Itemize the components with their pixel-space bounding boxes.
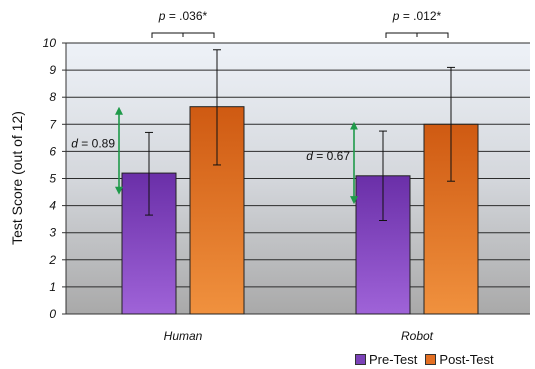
y-tick-label: 3 bbox=[49, 226, 56, 240]
category-label: Human bbox=[164, 329, 203, 343]
effect-size-label: d = 0.89 bbox=[71, 137, 115, 151]
effect-size-label: d = 0.67 bbox=[306, 149, 350, 163]
legend-swatch-pre-test bbox=[355, 353, 366, 365]
y-tick-label: 9 bbox=[49, 63, 56, 77]
error-bars bbox=[145, 49, 455, 222]
y-tick-label: 8 bbox=[49, 90, 56, 104]
y-axis-label: Test Score (out of 12) bbox=[9, 111, 25, 245]
effect-size-annotations: d = 0.89 d = 0.67 bbox=[71, 106, 358, 205]
legend-label-pre-test: Pre-Test bbox=[369, 351, 418, 367]
legend-item-post-test: Post-Test bbox=[425, 351, 494, 367]
legend-swatch-post-test bbox=[425, 353, 437, 365]
y-tick-labels: 0 1 2 3 4 5 6 7 8 9 10 bbox=[43, 36, 58, 321]
category-labels: Human Robot bbox=[164, 329, 434, 343]
legend-item-pre-test: Pre-Test bbox=[355, 352, 417, 367]
p-value-bracket bbox=[151, 32, 215, 38]
y-tick-label: 2 bbox=[48, 253, 56, 267]
y-tick-label: 1 bbox=[49, 280, 56, 294]
y-tick-label: 4 bbox=[49, 199, 56, 213]
y-tick-label: 5 bbox=[49, 172, 56, 186]
y-tick-label: 7 bbox=[49, 117, 57, 131]
bar bbox=[189, 106, 245, 315]
p-value-label: p = .012* bbox=[392, 9, 442, 23]
category-label: Robot bbox=[401, 329, 434, 343]
p-value-label: p = .036* bbox=[158, 9, 208, 23]
p-value-bracket bbox=[385, 32, 449, 38]
legend: Pre-Test Post-Test bbox=[355, 351, 502, 367]
p-value-annotations: p = .036* p = .012* bbox=[151, 9, 449, 38]
y-tick-label: 0 bbox=[49, 307, 56, 321]
y-tick-label: 6 bbox=[49, 144, 56, 158]
bars bbox=[121, 106, 479, 315]
legend-label-post-test: Post-Test bbox=[439, 351, 494, 367]
y-tick-label: 10 bbox=[43, 36, 57, 50]
